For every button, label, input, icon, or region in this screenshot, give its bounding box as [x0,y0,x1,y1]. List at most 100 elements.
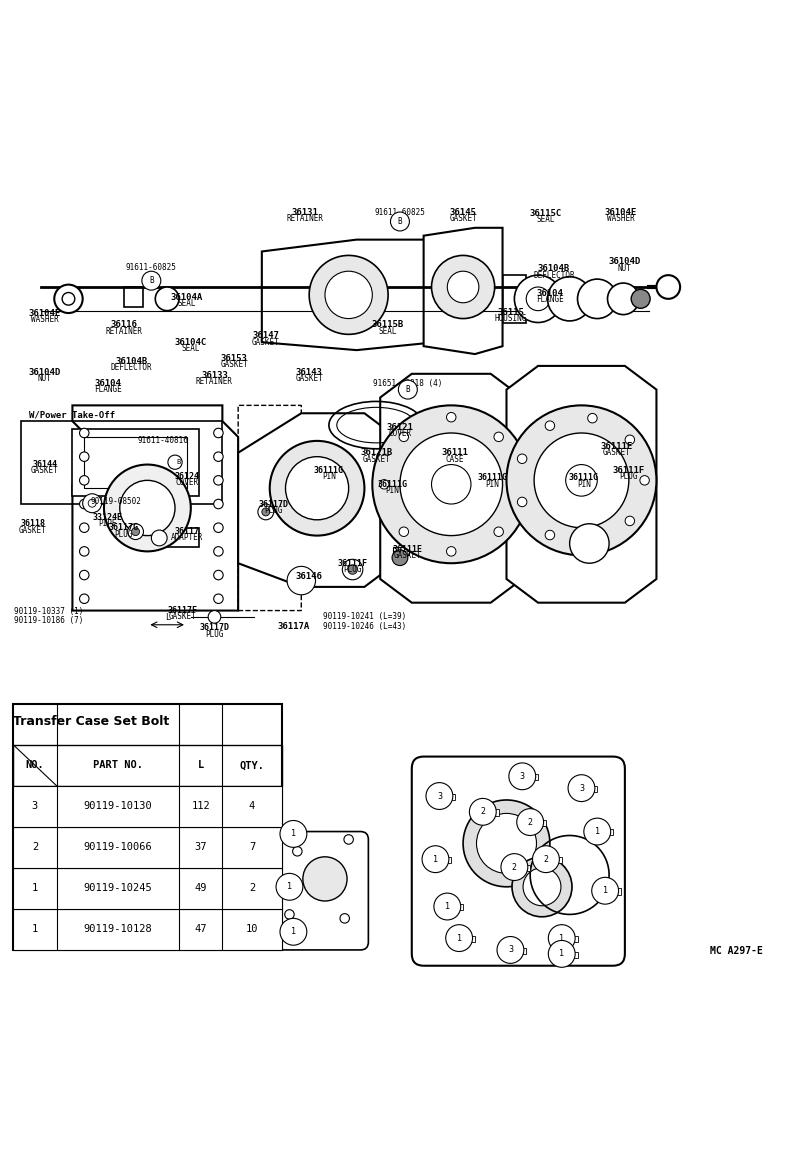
Bar [520,947,526,954]
Text: 3: 3 [437,792,442,800]
Circle shape [214,594,223,603]
Text: FLANGE: FLANGE [536,295,564,305]
Text: 36111G: 36111G [569,474,599,483]
Text: GASKET: GASKET [19,526,47,535]
Text: HOUSING: HOUSING [494,314,527,323]
Text: 36104E: 36104E [29,308,61,317]
Text: 36111: 36111 [442,448,469,457]
Bar [72,430,199,496]
Circle shape [344,835,353,844]
Text: 2: 2 [527,818,533,827]
Text: NUT: NUT [38,374,51,383]
Text: GASKET: GASKET [252,338,280,346]
Text: PIN: PIN [577,479,591,489]
Bar [449,793,455,800]
Circle shape [208,610,221,623]
Circle shape [432,256,495,318]
Bar [571,936,577,943]
Circle shape [379,479,389,489]
Text: 90119-10241 (L=39): 90119-10241 (L=39) [323,613,406,622]
Circle shape [463,800,550,887]
Circle shape [398,380,417,400]
Text: 36121: 36121 [386,423,413,432]
Text: 1: 1 [287,882,292,892]
Text: WASHER: WASHER [607,214,635,222]
Text: DEFLECTOR: DEFLECTOR [533,271,575,279]
Circle shape [400,433,503,536]
Text: 90119-10246 (L=43): 90119-10246 (L=43) [323,622,406,631]
Circle shape [168,455,182,469]
Circle shape [607,283,639,315]
Text: 36111E: 36111E [601,442,633,450]
Text: GASKET: GASKET [220,360,248,369]
Circle shape [276,873,303,900]
Bar [591,786,597,792]
Circle shape [434,893,461,919]
Text: COVER: COVER [388,430,412,438]
Circle shape [62,293,74,306]
Bar [607,829,613,836]
Bar [13,745,282,786]
Circle shape [79,499,89,508]
Text: PLUG: PLUG [205,630,223,639]
Circle shape [447,547,456,556]
Text: 1: 1 [32,924,38,935]
Text: 36117F: 36117F [168,606,198,615]
Text: 36111E: 36111E [393,544,423,554]
Text: 36117A: 36117A [277,622,310,631]
Text: 36133: 36133 [201,371,228,380]
Text: B: B [177,460,181,466]
Circle shape [392,550,408,565]
Bar [474,448,484,457]
Bar [555,857,562,863]
Circle shape [214,452,223,461]
Circle shape [280,918,307,945]
Circle shape [568,775,595,801]
Circle shape [545,420,554,431]
Circle shape [501,853,527,880]
Circle shape [588,537,597,548]
Circle shape [128,523,143,540]
Circle shape [422,845,449,873]
Text: PIN: PIN [385,486,399,496]
Text: B: B [149,276,154,285]
Circle shape [287,566,315,595]
Text: 91611-60825: 91611-60825 [126,263,177,272]
Circle shape [548,940,575,967]
Bar [13,867,282,909]
Circle shape [447,412,456,422]
Text: GASKET: GASKET [295,374,323,383]
Circle shape [399,527,409,536]
Circle shape [214,476,223,485]
Text: 3: 3 [508,945,513,954]
Text: 1: 1 [559,950,564,959]
Text: 2: 2 [480,807,485,816]
Bar [155,528,199,548]
Text: 4: 4 [249,801,255,812]
Bar [393,548,409,556]
Bar [539,820,546,826]
Circle shape [569,523,609,563]
Circle shape [426,783,453,809]
Circle shape [285,456,348,520]
Circle shape [577,279,617,318]
Polygon shape [72,405,238,610]
Circle shape [292,846,302,856]
Text: 33124E: 33124E [93,513,123,522]
Text: 36104: 36104 [94,379,121,388]
Text: 1: 1 [445,902,450,911]
Circle shape [545,530,554,540]
Text: DEFLECTOR: DEFLECTOR [111,362,152,372]
Text: GASKET: GASKET [363,455,390,463]
Text: 2: 2 [32,842,38,852]
Text: 36144: 36144 [32,460,57,469]
Text: 36111G: 36111G [478,474,508,483]
Circle shape [548,925,575,952]
Text: PART NO.: PART NO. [93,761,143,770]
Circle shape [284,910,294,919]
Text: 36104D: 36104D [609,257,641,266]
Text: RETAINER: RETAINER [196,378,233,387]
Circle shape [348,565,357,574]
Circle shape [214,523,223,533]
Text: 36104B: 36104B [116,357,148,366]
